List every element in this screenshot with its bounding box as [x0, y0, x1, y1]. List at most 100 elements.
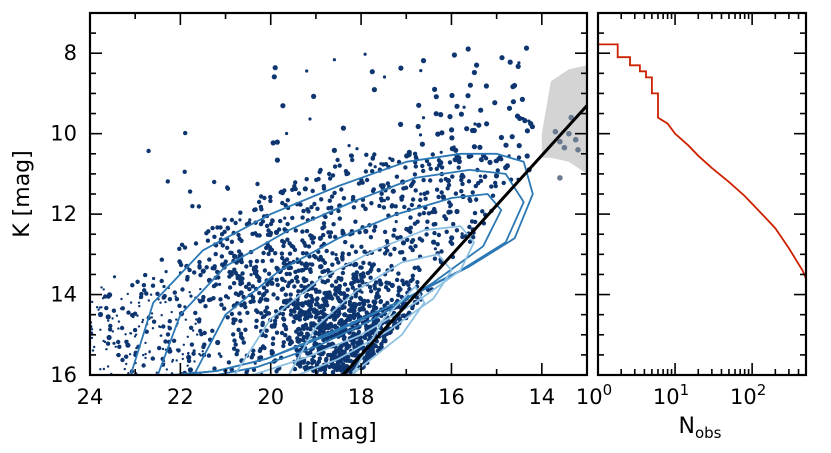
data-point	[419, 192, 423, 196]
data-point	[350, 306, 356, 311]
data-point	[362, 249, 367, 254]
data-point	[492, 100, 498, 106]
data-point	[439, 249, 444, 254]
data-point	[257, 299, 262, 304]
data-point	[300, 251, 306, 256]
data-point	[369, 201, 374, 206]
data-point	[223, 259, 228, 264]
data-point	[102, 339, 105, 343]
data-point	[400, 240, 407, 246]
data-point	[568, 114, 574, 121]
data-point	[284, 257, 290, 262]
data-point	[290, 215, 295, 221]
data-point	[196, 204, 202, 209]
data-point	[392, 246, 397, 252]
data-point	[189, 342, 195, 347]
data-point	[321, 232, 326, 238]
data-point	[342, 282, 348, 287]
data-point	[292, 307, 296, 311]
data-point	[126, 340, 129, 343]
data-point	[242, 301, 247, 306]
fit-line-segment	[341, 104, 587, 375]
data-point	[91, 300, 94, 304]
data-point	[268, 198, 273, 204]
data-point	[281, 343, 286, 349]
data-point	[295, 279, 300, 284]
data-point	[460, 181, 465, 187]
data-point	[285, 337, 291, 342]
left-plot-frame	[88, 11, 589, 377]
data-point	[171, 358, 175, 362]
left-axis-ticks: 24 22 20 18 16 14 8 10 12 14 16	[50, 12, 588, 409]
data-point	[444, 229, 449, 234]
data-point	[203, 304, 208, 309]
x-axis-label-left: I [mag]	[297, 420, 377, 445]
data-point	[360, 203, 366, 208]
data-point	[363, 52, 367, 56]
data-point	[186, 356, 190, 360]
data-point	[433, 247, 437, 251]
data-point	[423, 196, 428, 201]
data-point	[222, 217, 227, 222]
data-point	[278, 218, 283, 224]
data-point	[162, 284, 166, 289]
data-point	[447, 160, 453, 165]
log-tick-label: 102	[730, 381, 766, 409]
data-point	[332, 355, 337, 360]
data-point	[496, 156, 501, 161]
data-point	[148, 350, 151, 353]
data-point	[123, 367, 127, 371]
contour-level-2	[156, 169, 525, 375]
data-point	[373, 299, 378, 305]
data-point	[359, 278, 365, 284]
data-point	[307, 311, 312, 316]
data-point	[370, 188, 376, 194]
data-point	[490, 193, 496, 198]
data-point	[439, 190, 444, 195]
data-point	[248, 259, 253, 265]
data-point	[493, 173, 500, 179]
data-point	[161, 347, 165, 351]
data-point	[238, 331, 244, 336]
data-point	[439, 130, 445, 136]
data-point	[179, 242, 185, 247]
data-point	[371, 228, 377, 233]
data-point	[135, 279, 140, 284]
data-point	[382, 303, 387, 308]
data-point	[425, 190, 430, 195]
data-point	[199, 354, 202, 357]
data-point	[355, 340, 360, 345]
data-point	[238, 318, 243, 324]
data-point	[167, 348, 173, 354]
data-point	[131, 314, 135, 319]
data-point	[321, 337, 326, 343]
data-point	[315, 206, 320, 211]
data-point	[289, 243, 294, 248]
x-tick-label: 24	[77, 385, 104, 409]
data-point	[150, 312, 154, 315]
data-point	[337, 283, 342, 289]
data-point	[349, 281, 355, 287]
data-point	[330, 262, 335, 267]
data-point	[97, 308, 100, 311]
data-point	[301, 208, 306, 214]
data-point	[480, 209, 485, 214]
data-point	[312, 201, 317, 207]
data-point	[105, 341, 111, 346]
data-point	[202, 330, 207, 336]
y-axis-label-left: K [mag]	[10, 150, 35, 237]
data-point	[250, 284, 255, 289]
data-point	[334, 314, 340, 319]
data-point	[185, 274, 190, 280]
nobs-panel: 100 101 102 Nobs	[576, 11, 808, 442]
data-point	[342, 312, 348, 318]
y-tick-label: 8	[64, 41, 77, 65]
data-point	[231, 346, 237, 351]
data-point	[552, 128, 559, 135]
data-point	[155, 371, 158, 374]
data-point	[90, 336, 94, 340]
data-point	[336, 260, 341, 265]
data-point	[105, 314, 111, 320]
data-point	[133, 335, 137, 338]
data-point	[275, 296, 280, 301]
